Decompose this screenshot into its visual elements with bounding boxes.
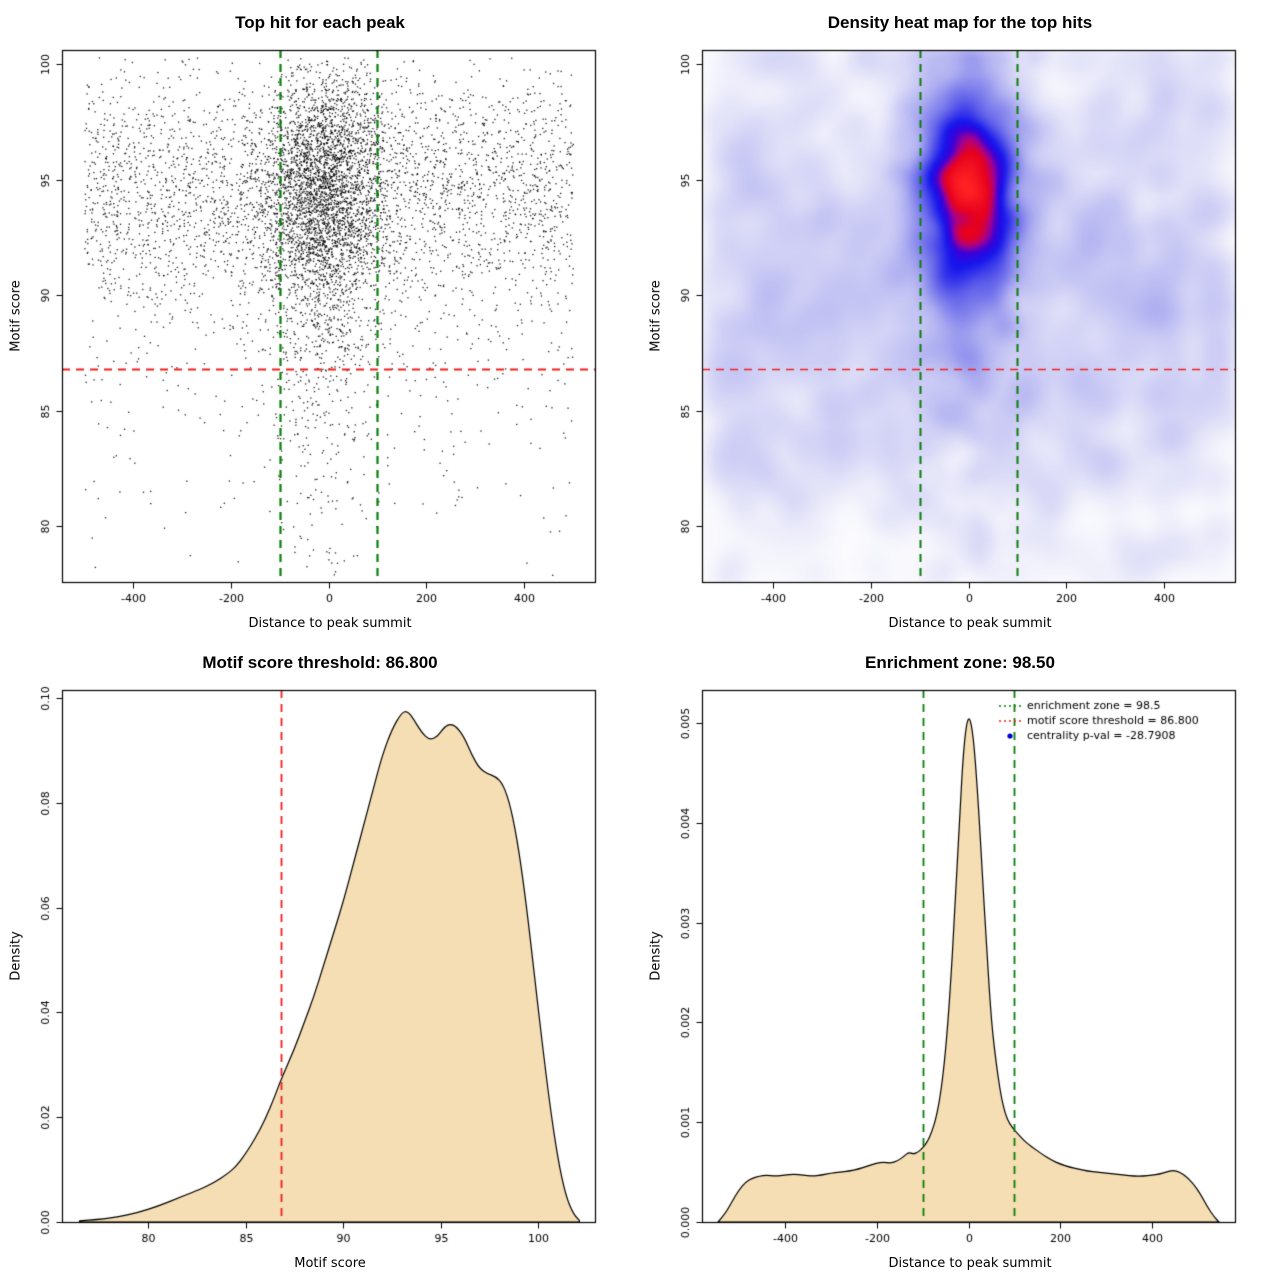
panel-score-density: Motif score threshold: 86.800 Motif scor…: [0, 640, 640, 1280]
distance-density-x-axis-label: Distance to peak summit: [888, 1256, 1052, 1271]
heatmap-title: Density heat map for the top hits: [827, 13, 1093, 32]
scatter-y-axis-label: Motif score: [8, 280, 24, 352]
score-density-y-axis-label: Density: [8, 931, 24, 981]
panel-heatmap: Density heat map for the top hits Distan…: [640, 0, 1280, 640]
heatmap-x-axis-label: Distance to peak summit: [888, 616, 1052, 631]
distance-density-title: Enrichment zone: 98.50: [865, 653, 1055, 672]
distance-density-y-axis-label: Density: [648, 931, 664, 981]
panel-distance-density: Enrichment zone: 98.50 Distance to peak …: [640, 640, 1280, 1280]
score-density-title: Motif score threshold: 86.800: [202, 653, 438, 672]
scatter-plot-canvas: [0, 40, 640, 640]
score-density-x-axis-label: Motif score: [294, 1256, 366, 1271]
heatmap-plot-canvas: [640, 40, 1280, 640]
heatmap-y-axis-label: Motif score: [648, 280, 664, 352]
scatter-x-axis-label: Distance to peak summit: [248, 616, 412, 631]
panel-scatter: Top hit for each peak Distance to peak s…: [0, 0, 640, 640]
distance-density-plot-canvas: [640, 680, 1280, 1280]
score-density-plot-canvas: [0, 680, 640, 1280]
scatter-title: Top hit for each peak: [235, 13, 405, 32]
